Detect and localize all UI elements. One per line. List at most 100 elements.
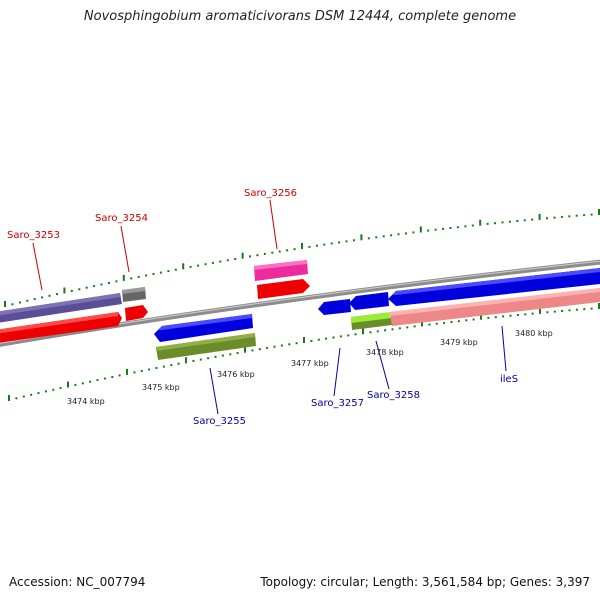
gene-block-saro3256-red[interactable] bbox=[257, 279, 310, 299]
scale-tick-major bbox=[4, 301, 6, 307]
gene-block-saro3258-lime[interactable] bbox=[351, 312, 392, 323]
scale-tick-minor bbox=[332, 336, 335, 339]
label-saro3257[interactable]: Saro_3257 bbox=[311, 398, 364, 409]
scale-tick-minor bbox=[93, 285, 96, 288]
scale-tick-minor bbox=[347, 334, 350, 337]
scale-tick-major bbox=[598, 209, 600, 215]
scale-tick-minor bbox=[382, 235, 385, 238]
scale-tick-minor bbox=[310, 339, 313, 342]
gene-saro3253-rna[interactable] bbox=[0, 312, 122, 343]
label-saro3255[interactable]: Saro_3255 bbox=[193, 416, 246, 427]
scale-tick-minor bbox=[413, 325, 416, 328]
scale-tick-minor bbox=[330, 242, 333, 245]
scale-tick-minor bbox=[170, 364, 173, 367]
scale-tick-minor bbox=[30, 393, 33, 396]
scale-tick-minor bbox=[48, 294, 51, 297]
scale-tick-major bbox=[479, 219, 482, 226]
scale-tick-major bbox=[63, 287, 66, 294]
scale-tick-major bbox=[8, 395, 10, 401]
scale-tick-major bbox=[244, 346, 246, 353]
scale-tick-minor bbox=[501, 221, 504, 224]
gene-block-iles-pink-top bbox=[390, 288, 600, 316]
scale-label-3475: 3475 kbp bbox=[142, 383, 180, 392]
gene-saro3255[interactable] bbox=[154, 314, 256, 360]
scale-tick-minor bbox=[553, 310, 556, 313]
scale-tick-minor bbox=[59, 387, 62, 390]
label-saro3258[interactable]: Saro_3258 bbox=[367, 390, 420, 401]
scale-tick-minor bbox=[258, 348, 261, 351]
leader-iles bbox=[501, 325, 507, 372]
scale-label-3479: 3479 kbp bbox=[440, 338, 478, 347]
scale-ticks-bottom bbox=[8, 303, 600, 401]
scale-tick-minor bbox=[229, 353, 232, 356]
scale-tick-major bbox=[362, 328, 364, 335]
scale-tick-minor bbox=[26, 299, 29, 302]
scale-tick-major bbox=[480, 313, 482, 320]
gene-saro3256[interactable] bbox=[254, 260, 310, 299]
leader-saro3254 bbox=[120, 225, 130, 273]
scale-tick-minor bbox=[502, 315, 505, 318]
scale-tick-minor bbox=[280, 344, 283, 347]
gene-block-saro3254-red[interactable] bbox=[125, 305, 148, 321]
gene-iles[interactable] bbox=[388, 268, 600, 326]
gene-block-saro3255-top bbox=[158, 314, 252, 330]
scale-tick-minor bbox=[367, 237, 370, 240]
leader-saro3256 bbox=[269, 199, 278, 250]
scale-tick-minor bbox=[390, 234, 393, 237]
scale-tick-minor bbox=[18, 301, 21, 304]
scale-tick-minor bbox=[412, 231, 415, 234]
scale-tick-minor bbox=[546, 311, 549, 314]
scale-tick-minor bbox=[295, 342, 298, 345]
label-saro3253[interactable]: Saro_3253 bbox=[7, 230, 60, 241]
gene-block-saro3257[interactable] bbox=[318, 299, 351, 315]
scale-tick-minor bbox=[74, 383, 77, 386]
scale-tick-minor bbox=[435, 322, 438, 325]
scale-tick-major bbox=[241, 252, 244, 259]
scale-tick-minor bbox=[428, 323, 431, 326]
scale-tick-minor bbox=[293, 248, 296, 251]
label-saro3254[interactable]: Saro_3254 bbox=[95, 213, 148, 224]
scale-tick-minor bbox=[471, 224, 474, 227]
scale-tick-minor bbox=[449, 227, 452, 229]
scale-tick-minor bbox=[197, 264, 200, 267]
scale-tick-major bbox=[182, 263, 185, 270]
scale-tick-minor bbox=[338, 241, 341, 244]
scale-tick-minor bbox=[70, 289, 73, 292]
gene-saro3258[interactable] bbox=[349, 292, 392, 330]
label-saro3256[interactable]: Saro_3256 bbox=[244, 188, 297, 199]
scale-tick-minor bbox=[52, 388, 55, 391]
scale-tick-minor bbox=[219, 260, 222, 263]
scale-tick-minor bbox=[456, 226, 459, 229]
scale-tick-minor bbox=[78, 288, 81, 291]
scale-tick-minor bbox=[325, 337, 328, 340]
scale-tick-minor bbox=[15, 397, 18, 400]
scale-tick-minor bbox=[167, 270, 170, 273]
gene-saro3253[interactable] bbox=[0, 293, 122, 323]
scale-tick-major bbox=[303, 337, 305, 343]
scale-tick-minor bbox=[583, 214, 586, 217]
scale-tick-minor bbox=[590, 213, 593, 216]
scale-tick-minor bbox=[33, 298, 36, 301]
scale-tick-minor bbox=[323, 243, 326, 246]
scale-tick-minor bbox=[405, 232, 407, 235]
scale-tick-minor bbox=[286, 249, 289, 252]
scale-tick-major bbox=[538, 213, 541, 220]
scale-tick-minor bbox=[37, 392, 40, 395]
scale-tick-minor bbox=[111, 376, 114, 378]
scale-tick-minor bbox=[494, 222, 496, 225]
scale-tick-minor bbox=[553, 216, 556, 219]
scale-tick-minor bbox=[523, 219, 526, 222]
scale-tick-major bbox=[421, 320, 423, 327]
scale-tick-minor bbox=[137, 275, 140, 278]
label-iles[interactable]: ileS bbox=[500, 374, 518, 385]
scale-tick-minor bbox=[174, 268, 177, 271]
gene-saro3254[interactable] bbox=[122, 287, 148, 321]
scale-tick-minor bbox=[345, 240, 348, 243]
scale-tick-minor bbox=[145, 274, 148, 277]
scale-tick-minor bbox=[263, 252, 266, 255]
scale-tick-minor bbox=[271, 251, 274, 254]
gene-block-saro3258[interactable] bbox=[349, 292, 389, 310]
scale-label-3476: 3476 kbp bbox=[217, 370, 255, 379]
gene-saro3257[interactable] bbox=[318, 299, 351, 315]
scale-tick-minor bbox=[288, 343, 291, 346]
